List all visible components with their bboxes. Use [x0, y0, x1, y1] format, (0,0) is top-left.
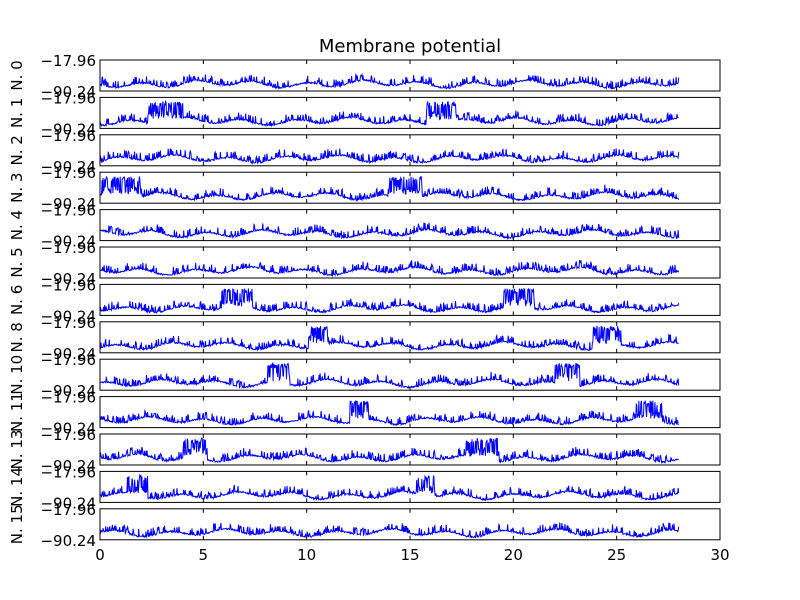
subplot-10: −17.96 −90.24 N. 10	[8, 351, 721, 400]
x-tick-label: 30	[710, 546, 729, 564]
x-axis: 0 5 10 15 20 25 30	[95, 546, 729, 564]
x-tick-label: 15	[400, 546, 419, 564]
subplot-13: −17.96 −90.24 N. 13	[8, 426, 721, 475]
plot-frame	[99, 321, 721, 354]
membrane-trace	[99, 437, 680, 465]
neuron-label: N. 14	[8, 467, 26, 507]
neuron-label: N. 10	[8, 355, 26, 395]
neuron-label: N. 1	[8, 98, 26, 128]
neuron-label: N. 4	[8, 210, 26, 240]
y-tick-label-max: −17.96	[40, 314, 96, 332]
neuron-label: N. 15	[8, 504, 26, 544]
membrane-trace	[99, 259, 680, 278]
subplot-11: −17.96 −90.24 N. 11	[8, 389, 721, 438]
y-tick-label-max: −17.96	[40, 426, 96, 444]
membrane-trace	[99, 175, 680, 203]
plot-frame	[99, 508, 721, 541]
subplot-14: −17.96 −90.24 N. 14	[8, 463, 721, 512]
y-tick-label-min: −90.24	[40, 457, 96, 475]
membrane-trace	[99, 473, 680, 502]
subplot-panels: −17.96−90.24N. 0−17.96−90.24N. 1−17.96−9…	[8, 52, 721, 550]
y-tick-label-min: −90.24	[40, 83, 96, 101]
neuron-label: N. 8	[8, 322, 26, 352]
neuron-label: N. 13	[8, 430, 26, 470]
membrane-trace	[99, 522, 680, 539]
y-tick-label-min: −90.24	[40, 382, 96, 400]
y-tick-label-max: −17.96	[40, 239, 96, 257]
y-tick-label-max: −17.96	[40, 276, 96, 294]
y-tick-label-max: −17.96	[40, 89, 96, 107]
x-tick-label: 20	[504, 546, 523, 564]
membrane-trace	[99, 362, 680, 389]
subplot-4: −17.96 −90.24 N. 4	[8, 202, 721, 251]
subplot-1: −17.96 −90.24 N. 1	[8, 89, 721, 138]
y-tick-label-min: −90.24	[40, 195, 96, 213]
y-tick-label-min: −90.24	[40, 494, 96, 512]
y-tick-label-max: −17.96	[40, 52, 96, 70]
plot-frame	[99, 246, 721, 279]
y-tick-label-min: −90.24	[40, 307, 96, 325]
y-tick-label-max: −17.96	[40, 389, 96, 407]
y-tick-label-min: −90.24	[40, 158, 96, 176]
membrane-trace	[99, 72, 680, 91]
y-tick-label-min: −90.24	[40, 120, 96, 138]
subplot-6: −17.96 −90.24 N. 6	[8, 276, 721, 325]
subplot-8: −17.96 −90.24 N. 8	[8, 314, 721, 363]
membrane-trace	[100, 222, 680, 241]
x-tick-label: 10	[297, 546, 316, 564]
y-tick-label-max: −17.96	[40, 463, 96, 481]
x-tick-label: 0	[95, 546, 105, 564]
y-tick-label-max: −17.96	[40, 351, 96, 369]
membrane-trace	[99, 99, 679, 128]
plot-frame	[99, 396, 721, 429]
neuron-label: N. 3	[8, 173, 26, 203]
neuron-label: N. 5	[8, 247, 26, 277]
subplot-5: −17.96 −90.24 N. 5	[8, 239, 721, 288]
x-tick-label: 25	[607, 546, 626, 564]
x-tick-label: 5	[199, 546, 209, 564]
y-tick-label-max: −17.96	[40, 164, 96, 182]
y-tick-label-min: −90.24	[40, 270, 96, 288]
subplot-2: −17.96 −90.24 N. 2	[8, 127, 721, 176]
plot-frame	[99, 283, 721, 316]
membrane-trace	[99, 148, 680, 165]
subplot-3: −17.96 −90.24 N. 3	[8, 164, 721, 213]
subplot-0: −17.96 −90.24 N. 0	[8, 52, 721, 101]
neuron-label: N. 2	[8, 135, 26, 165]
plot-frame	[99, 134, 721, 167]
membrane-trace	[99, 399, 679, 427]
y-tick-label-max: −17.96	[40, 202, 96, 220]
chart-title: Membrane potential	[319, 36, 501, 57]
y-tick-label-min: −90.24	[40, 233, 96, 251]
plot-frame	[99, 358, 721, 391]
y-tick-label-max: −17.96	[40, 501, 96, 519]
neuron-label: N. 11	[8, 392, 26, 432]
plot-frame	[99, 433, 721, 466]
membrane-trace	[100, 325, 679, 352]
y-tick-label-max: −17.96	[40, 127, 96, 145]
y-tick-label-min: −90.24	[40, 532, 96, 550]
membrane-trace	[99, 287, 680, 314]
plot-frame	[99, 59, 721, 92]
subplot-15: −17.96 −90.24 N. 15	[8, 501, 721, 550]
neuron-label: N. 6	[8, 285, 26, 315]
y-tick-label-min: −90.24	[40, 420, 96, 438]
plot-frame	[99, 470, 721, 503]
y-tick-label-min: −90.24	[40, 345, 96, 363]
neuron-label: N. 0	[8, 60, 26, 90]
